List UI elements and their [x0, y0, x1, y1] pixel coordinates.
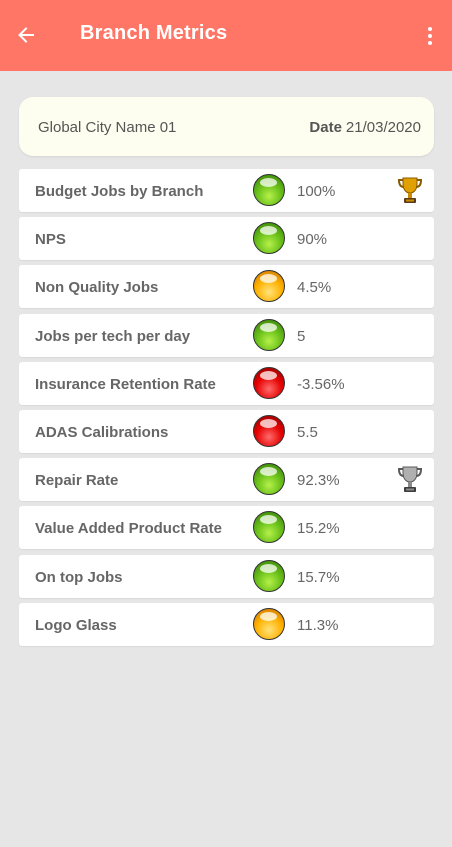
metric-row[interactable]: Jobs per tech per day 5	[19, 313, 434, 357]
metric-value: 15.7%	[297, 568, 340, 586]
metric-name: ADAS Calibrations	[35, 423, 169, 441]
metric-row[interactable]: Non Quality Jobs 4.5%	[19, 265, 434, 309]
metric-value: 5.5	[297, 423, 318, 441]
metric-value: 100%	[297, 183, 336, 200]
status-red-icon	[253, 414, 285, 447]
metric-row[interactable]: ADAS Calibrations 5.5	[19, 409, 434, 453]
metric-name: Jobs per tech per day	[35, 327, 191, 345]
overflow-menu-button[interactable]	[418, 22, 442, 50]
page-title: Branch Metrics	[80, 22, 228, 44]
status-amber-icon	[253, 607, 285, 640]
metric-value: 5	[297, 327, 306, 345]
metric-name: Insurance Retention Rate	[35, 375, 216, 393]
metric-row[interactable]: Budget Jobs by Branch 100%	[19, 169, 434, 212]
date-display: Date 21/03/2020	[309, 119, 421, 136]
status-green-icon	[253, 222, 285, 255]
metric-row[interactable]: Repair Rate 92.3%	[19, 458, 434, 502]
metric-name: Value Added Product Rate	[35, 520, 222, 538]
arrow-left-icon	[18, 27, 34, 43]
menu-dot-icon	[428, 34, 432, 38]
metric-row[interactable]: Insurance Retention Rate -3.56%	[19, 361, 434, 405]
menu-dot-icon	[428, 27, 432, 31]
status-green-icon	[253, 559, 285, 592]
metric-value: 90%	[297, 231, 328, 249]
date-value: 21/03/2020	[345, 119, 421, 136]
menu-dot-icon	[428, 41, 432, 45]
status-green-icon	[253, 463, 285, 496]
status-red-icon	[253, 366, 285, 399]
metric-name: Repair Rate	[35, 472, 119, 490]
metric-name: Non Quality Jobs	[35, 279, 159, 297]
metric-row[interactable]: Logo Glass 11.3%	[19, 602, 434, 646]
metric-value: 4.5%	[297, 279, 332, 297]
city-name: Global City Name 01	[38, 119, 177, 136]
status-green-icon	[253, 174, 285, 206]
back-button[interactable]	[12, 21, 40, 49]
metric-name: On top Jobs	[35, 568, 123, 586]
silver-trophy-icon	[396, 464, 424, 494]
metric-value: 15.2%	[297, 520, 340, 538]
metric-name: Budget Jobs by Branch	[35, 183, 204, 200]
metric-row[interactable]: Value Added Product Rate 15.2%	[19, 506, 434, 550]
status-amber-icon	[253, 270, 285, 303]
date-label: Date	[309, 119, 342, 136]
app-bar: Branch Metrics	[0, 0, 452, 71]
status-green-icon	[253, 511, 285, 544]
branch-info-card: Global City Name 01 Date 21/03/2020	[19, 97, 434, 156]
metric-name: Logo Glass	[35, 616, 117, 634]
metric-value: 11.3%	[297, 616, 339, 634]
metric-value: 92.3%	[297, 472, 340, 490]
metric-row[interactable]: On top Jobs 15.7%	[19, 554, 434, 598]
metric-row[interactable]: NPS 90%	[19, 217, 434, 261]
metric-name: NPS	[35, 231, 66, 249]
gold-trophy-icon	[396, 175, 424, 205]
status-green-icon	[253, 318, 285, 351]
metric-value: -3.56%	[297, 375, 345, 393]
metrics-list: Budget Jobs by Branch 100% NPS 90% Non Quali…	[19, 169, 434, 651]
